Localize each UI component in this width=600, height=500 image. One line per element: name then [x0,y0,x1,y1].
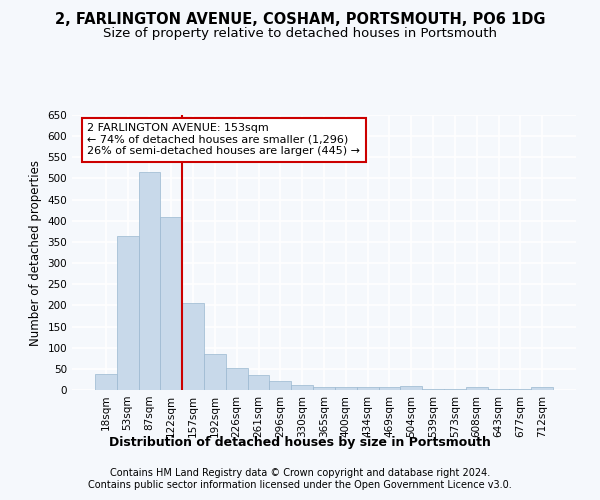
Bar [139,172,160,390]
Bar [509,388,531,390]
Text: Contains HM Land Registry data © Crown copyright and database right 2024.: Contains HM Land Registry data © Crown c… [110,468,490,477]
Text: Distribution of detached houses by size in Portsmouth: Distribution of detached houses by size … [109,436,491,449]
Bar [531,388,553,390]
Bar [313,386,335,390]
Bar [357,386,379,390]
Text: 2, FARLINGTON AVENUE, COSHAM, PORTSMOUTH, PO6 1DG: 2, FARLINGTON AVENUE, COSHAM, PORTSMOUTH… [55,12,545,28]
Bar [204,354,226,390]
Bar [160,216,182,390]
Text: Contains public sector information licensed under the Open Government Licence v3: Contains public sector information licen… [88,480,512,490]
Bar [466,388,488,390]
Bar [488,388,509,390]
Bar [95,374,117,390]
Bar [422,388,444,390]
Bar [291,385,313,390]
Text: 2 FARLINGTON AVENUE: 153sqm
← 74% of detached houses are smaller (1,296)
26% of : 2 FARLINGTON AVENUE: 153sqm ← 74% of det… [87,123,360,156]
Bar [444,388,466,390]
Y-axis label: Number of detached properties: Number of detached properties [29,160,42,346]
Bar [269,380,291,390]
Bar [379,386,400,390]
Bar [226,368,248,390]
Bar [335,386,357,390]
Bar [117,236,139,390]
Bar [400,386,422,390]
Bar [182,304,204,390]
Bar [248,375,269,390]
Text: Size of property relative to detached houses in Portsmouth: Size of property relative to detached ho… [103,28,497,40]
